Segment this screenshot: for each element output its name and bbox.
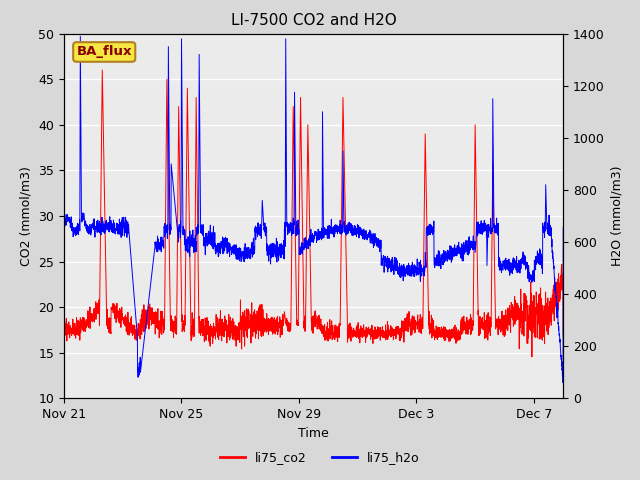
Title: LI-7500 CO2 and H2O: LI-7500 CO2 and H2O	[231, 13, 396, 28]
Y-axis label: H2O (mmol/m3): H2O (mmol/m3)	[611, 166, 623, 266]
Text: BA_flux: BA_flux	[77, 46, 132, 59]
Y-axis label: CO2 (mmol/m3): CO2 (mmol/m3)	[20, 166, 33, 266]
X-axis label: Time: Time	[298, 427, 329, 440]
Legend: li75_co2, li75_h2o: li75_co2, li75_h2o	[215, 446, 425, 469]
